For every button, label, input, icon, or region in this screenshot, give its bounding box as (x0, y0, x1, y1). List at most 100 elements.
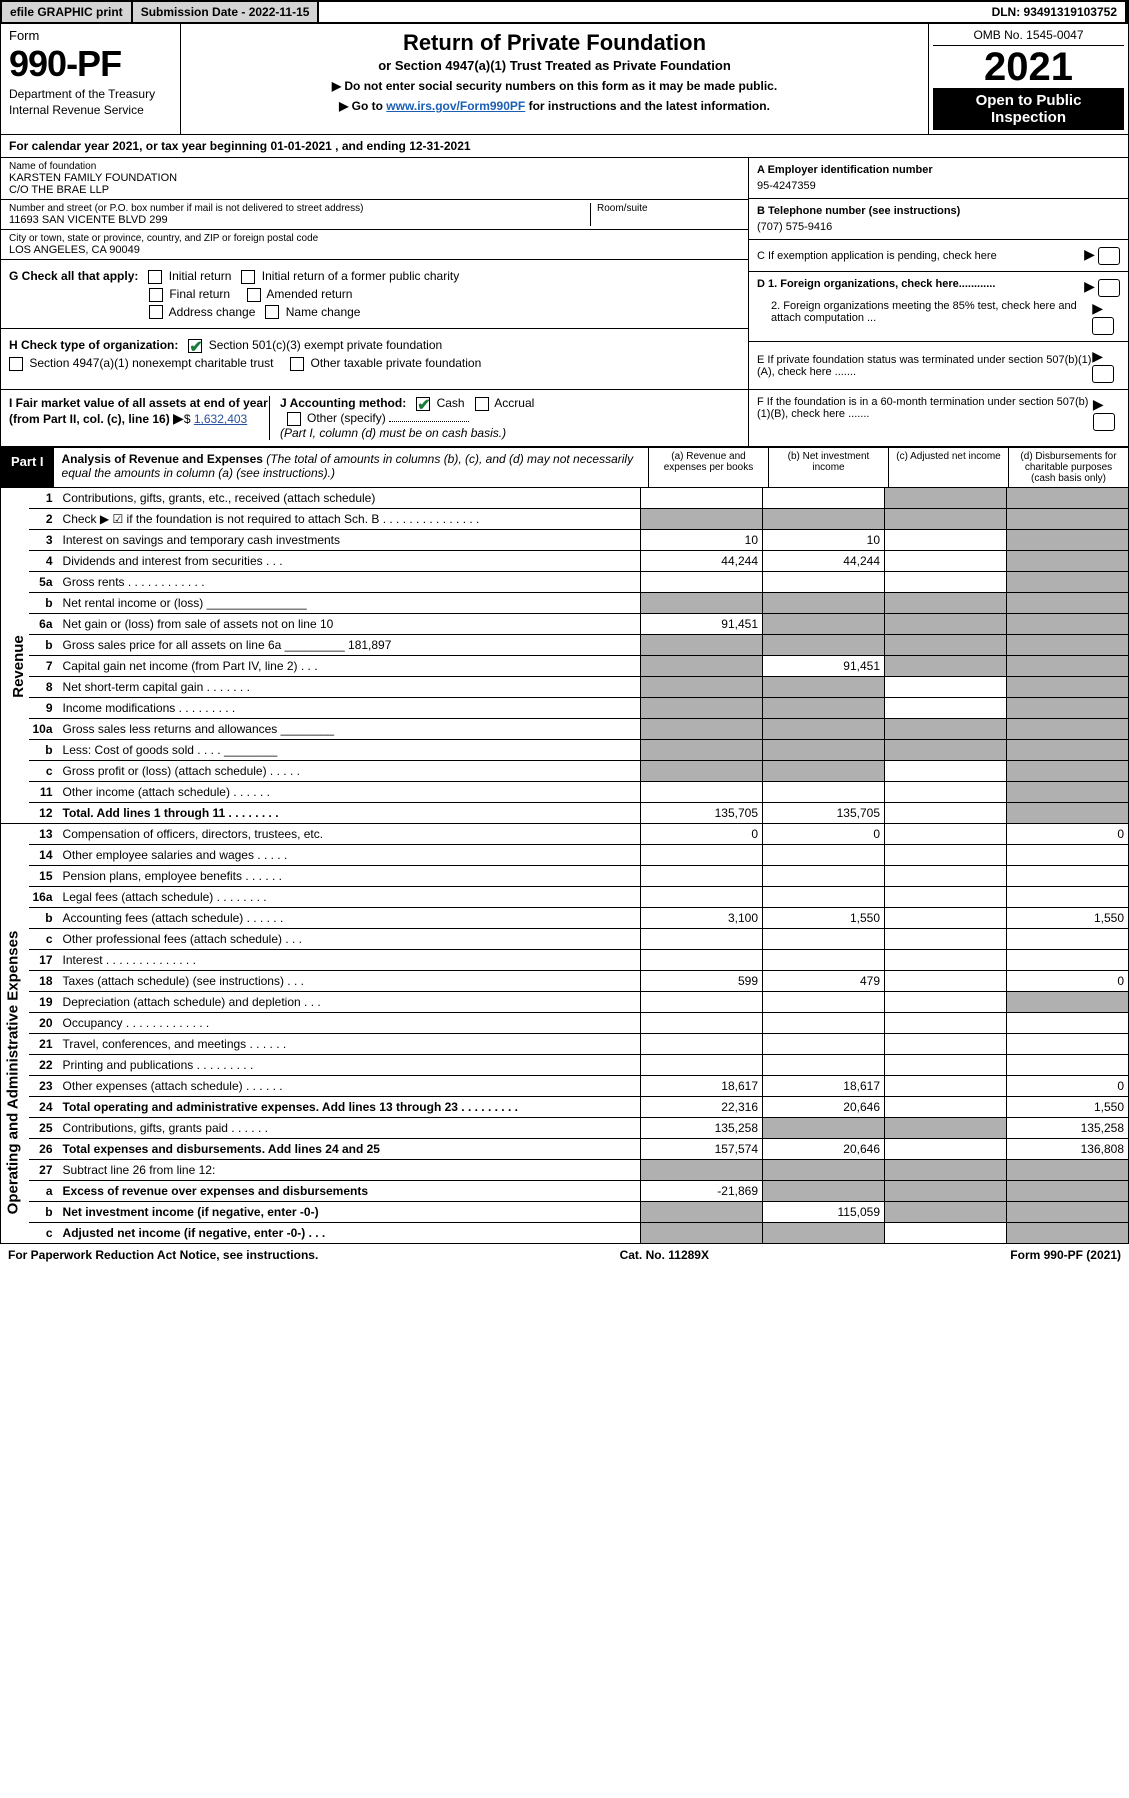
j-note: (Part I, column (d) must be on cash basi… (280, 426, 506, 440)
row-number: b (29, 907, 59, 928)
cell-d: 135,258 (1007, 1117, 1129, 1138)
row-label: Taxes (attach schedule) (see instruction… (59, 970, 641, 991)
cell-a: 135,258 (641, 1117, 763, 1138)
cb-d2[interactable] (1092, 317, 1114, 335)
cell-a: -21,869 (641, 1180, 763, 1201)
cell-d: 0 (1007, 823, 1129, 844)
cb-4947[interactable] (9, 357, 23, 371)
form990pf-link[interactable]: www.irs.gov/Form990PF (386, 99, 525, 113)
cell-b (763, 991, 885, 1012)
cell-d (1007, 676, 1129, 697)
b-label: B Telephone number (see instructions) (757, 205, 1120, 217)
cell-c (885, 970, 1007, 991)
cb-other-acct[interactable] (287, 412, 301, 426)
cell-b (763, 718, 885, 739)
cb-address[interactable] (149, 305, 163, 319)
cell-a (641, 488, 763, 509)
d1-label: D 1. Foreign organizations, check here..… (757, 278, 995, 297)
row-number: 12 (29, 802, 59, 823)
cell-c (885, 1201, 1007, 1222)
row-number: 10a (29, 718, 59, 739)
calendar-year-line: For calendar year 2021, or tax year begi… (0, 134, 1129, 158)
cb-d1[interactable] (1098, 279, 1120, 297)
row-number: b (29, 592, 59, 613)
ptr-icon-d1: ▶ (1084, 278, 1095, 294)
cell-a (641, 739, 763, 760)
cell-c (885, 1138, 1007, 1159)
row-number: 9 (29, 697, 59, 718)
cell-c (885, 1159, 1007, 1180)
cb-accrual[interactable] (475, 397, 489, 411)
col-a: (a) Revenue and expenses per books (648, 448, 768, 487)
cb-initial[interactable] (148, 270, 162, 284)
cb-final[interactable] (149, 288, 163, 302)
form-header: Form 990-PF Department of the Treasury I… (0, 24, 1129, 134)
table-row: 6aNet gain or (loss) from sale of assets… (1, 613, 1129, 634)
row-label: Compensation of officers, directors, tru… (59, 823, 641, 844)
cb-501c3[interactable] (188, 339, 202, 353)
main-table: Revenue1Contributions, gifts, grants, et… (0, 488, 1129, 1244)
cell-b (763, 844, 885, 865)
cell-a: 0 (641, 823, 763, 844)
table-row: 23Other expenses (attach schedule) . . .… (1, 1075, 1129, 1096)
cell-d (1007, 655, 1129, 676)
cell-a: 44,244 (641, 550, 763, 571)
row-number: 5a (29, 571, 59, 592)
cell-a (641, 928, 763, 949)
cell-b (763, 697, 885, 718)
table-row: 5aGross rents . . . . . . . . . . . . (1, 571, 1129, 592)
cell-b (763, 634, 885, 655)
col-d: (d) Disbursements for charitable purpose… (1008, 448, 1128, 487)
part1-tab: Part I (1, 448, 54, 487)
cell-c (885, 697, 1007, 718)
row-number: b (29, 1201, 59, 1222)
col-c: (c) Adjusted net income (888, 448, 1008, 487)
cb-e[interactable] (1092, 365, 1114, 383)
table-row: 24Total operating and administrative exp… (1, 1096, 1129, 1117)
row-number: b (29, 634, 59, 655)
cb-cash[interactable] (416, 397, 430, 411)
cell-c (885, 1012, 1007, 1033)
row-label: Occupancy . . . . . . . . . . . . . (59, 1012, 641, 1033)
cell-d: 0 (1007, 970, 1129, 991)
table-row: 19Depreciation (attach schedule) and dep… (1, 991, 1129, 1012)
cell-c (885, 488, 1007, 509)
cell-d (1007, 739, 1129, 760)
cb-f[interactable] (1093, 413, 1115, 431)
row-number: 17 (29, 949, 59, 970)
ein-value: 95-4247359 (757, 180, 1120, 192)
cell-d (1007, 613, 1129, 634)
cell-d: 1,550 (1007, 907, 1129, 928)
cb-c[interactable] (1098, 247, 1120, 265)
cell-d (1007, 697, 1129, 718)
cell-c (885, 676, 1007, 697)
cell-c (885, 991, 1007, 1012)
row-label: Other employee salaries and wages . . . … (59, 844, 641, 865)
cell-b: 91,451 (763, 655, 885, 676)
cell-d (1007, 802, 1129, 823)
cell-c (885, 1117, 1007, 1138)
cell-d (1007, 760, 1129, 781)
row-number: b (29, 739, 59, 760)
cb-name[interactable] (265, 305, 279, 319)
table-row: 17Interest . . . . . . . . . . . . . . (1, 949, 1129, 970)
info-block: Name of foundation KARSTEN FAMILY FOUNDA… (0, 158, 1129, 390)
cell-d (1007, 1033, 1129, 1054)
cell-c (885, 634, 1007, 655)
cb-other-tax[interactable] (290, 357, 304, 371)
cell-a: 3,100 (641, 907, 763, 928)
cell-d (1007, 550, 1129, 571)
table-row: cAdjusted net income (if negative, enter… (1, 1222, 1129, 1243)
city-label: City or town, state or province, country… (9, 233, 740, 244)
row-label: Contributions, gifts, grants paid . . . … (59, 1117, 641, 1138)
revenue-side-label: Revenue (1, 488, 29, 824)
cb-amended[interactable] (247, 288, 261, 302)
cell-b: 1,550 (763, 907, 885, 928)
topbar: efile GRAPHIC print Submission Date - 20… (0, 0, 1129, 24)
cell-a: 91,451 (641, 613, 763, 634)
cb-initial-former[interactable] (241, 270, 255, 284)
row-label: Income modifications . . . . . . . . . (59, 697, 641, 718)
cell-c (885, 1096, 1007, 1117)
cell-b: 18,617 (763, 1075, 885, 1096)
cal-end: 12-31-2021 (409, 139, 470, 153)
